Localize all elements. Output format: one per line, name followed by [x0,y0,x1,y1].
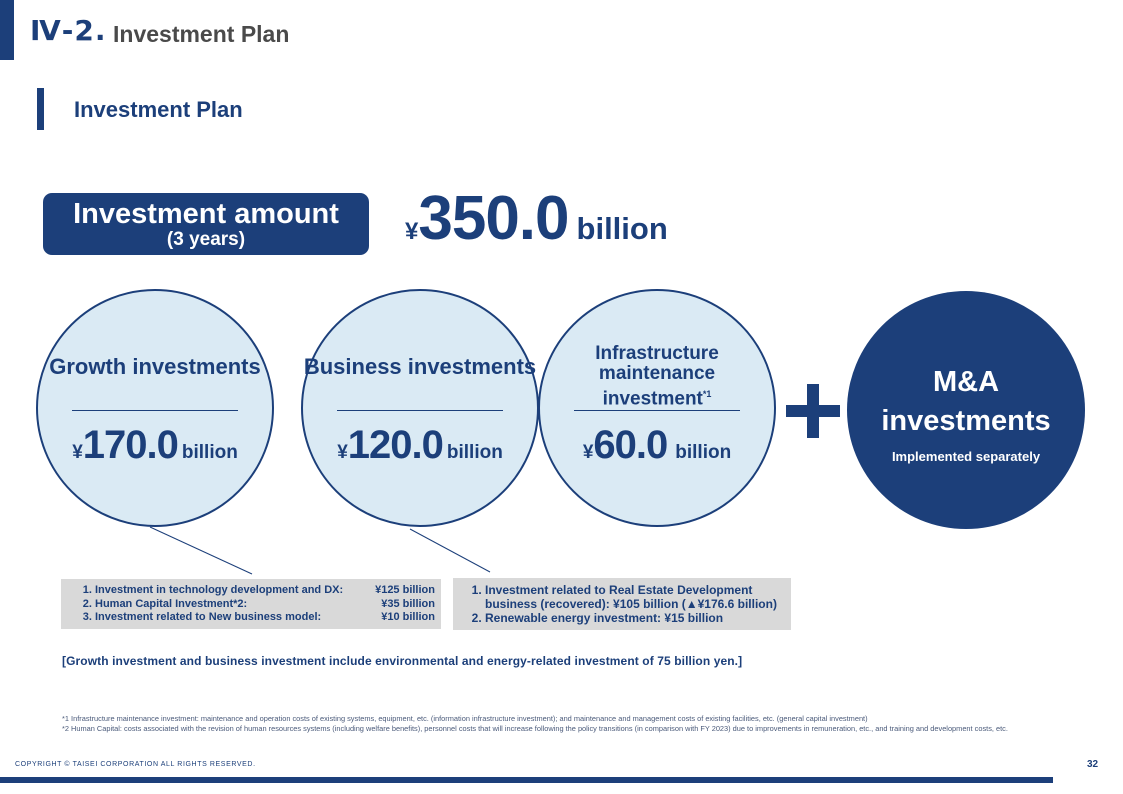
subheader-accent-bar [37,88,44,130]
infra-number: 60.0 [593,423,668,467]
circle-title: Infrastructure maintenance investment*1 [540,344,774,409]
connector-business [409,528,491,573]
breakdown-value: ¥35 billion [381,597,435,610]
list-item: Renewable energy investment: ¥15 billion [485,611,785,625]
list-item: Human Capital Investment*2: ¥35 billion [95,598,435,612]
footer-bar [0,777,1053,783]
breakdown-label: Investment related to New business model… [95,611,322,623]
list-item: Investment related to New business model… [95,611,435,625]
growth-amount: ¥170.0 billion [38,423,272,468]
business-currency: ¥ [337,442,348,463]
growth-title-text: Growth investments [49,354,261,379]
investment-amount-label: Investment amount [73,198,339,230]
breakdown-label: Investment in technology development and… [95,584,344,596]
business-number: 120.0 [347,423,444,467]
page-number: 32 [1087,759,1099,770]
infra-title-line3: investment [602,388,703,410]
growth-breakdown-list: Investment in technology development and… [73,584,435,625]
business-breakdown-list: Investment related to Real Estate Develo… [463,583,785,625]
ma-title: M&A investments [847,363,1085,441]
header-accent-bar [0,0,14,60]
breakdown-line: Investment related to Real Estate Develo… [485,583,753,597]
ma-investments-circle: M&A investments Implemented separately [847,291,1085,529]
growth-investments-circle: Growth investments ¥170.0 billion [36,289,274,527]
infra-title-line1: Infrastructure [595,343,719,364]
breakdown-label: Human Capital Investment*2: [95,597,248,610]
plus-icon [807,384,819,438]
growth-unit: billion [181,442,238,463]
circle-divider [337,410,503,411]
list-item: Investment in technology development and… [95,584,435,598]
list-item: Investment related to Real Estate Develo… [485,583,785,611]
footnote-2: *2 Human Capital: costs associated with … [62,723,1008,733]
total-investment-value: ¥350.0 billion [405,183,668,254]
breakdown-line: business (recovered): ¥105 billion (▲¥17… [485,597,777,611]
business-investments-circle: Business investments ¥120.0 billion [301,289,539,527]
circle-title: Business investments [303,355,537,378]
ma-title-line2: investments [881,405,1051,437]
total-unit: billion [576,211,668,246]
infra-title-line2: maintenance [598,363,716,384]
business-unit: billion [446,442,503,463]
ma-note: Implemented separately [891,449,1041,464]
breakdown-value: ¥125 billion [375,584,435,596]
total-number: 350.0 [418,184,569,253]
ma-title-line1: M&A [932,366,1000,398]
growth-breakdown-box: Investment in technology development and… [61,579,441,629]
circle-title: Growth investments [38,355,272,378]
infra-currency: ¥ [582,442,594,463]
total-currency: ¥ [405,218,419,245]
breakdown-line: Renewable energy investment: ¥15 billion [485,611,724,625]
footnote-1: *1 Infrastructure maintenance investment… [62,714,868,723]
infra-amount: ¥60.0 billion [540,423,774,468]
business-title-text: Business investments [303,354,537,379]
business-amount: ¥120.0 billion [303,423,537,468]
investment-amount-label-box: Investment amount (3 years) [43,193,369,255]
copyright-text: COPYRIGHT © TAISEI CORPORATION ALL RIGHT… [15,761,256,768]
footnotes: *1 Infrastructure maintenance investment… [62,714,1062,733]
breakdown-value: ¥10 billion [381,611,435,623]
infrastructure-investment-circle: Infrastructure maintenance investment*1 … [538,289,776,527]
environmental-investment-note: [Growth investment and business investme… [62,654,743,668]
business-breakdown-box: Investment related to Real Estate Develo… [453,578,791,630]
investment-period: (3 years) [166,229,246,250]
page-title: Investment Plan [74,97,243,122]
connector-growth [149,526,253,575]
section-number: Ⅳ-2. [30,14,107,47]
circle-divider [574,410,740,411]
section-title: Investment Plan [113,21,290,47]
infra-footnote-mark: *1 [702,389,712,399]
growth-currency: ¥ [72,442,83,463]
circle-divider [72,410,238,411]
growth-number: 170.0 [82,423,179,467]
infra-unit: billion [675,442,732,463]
